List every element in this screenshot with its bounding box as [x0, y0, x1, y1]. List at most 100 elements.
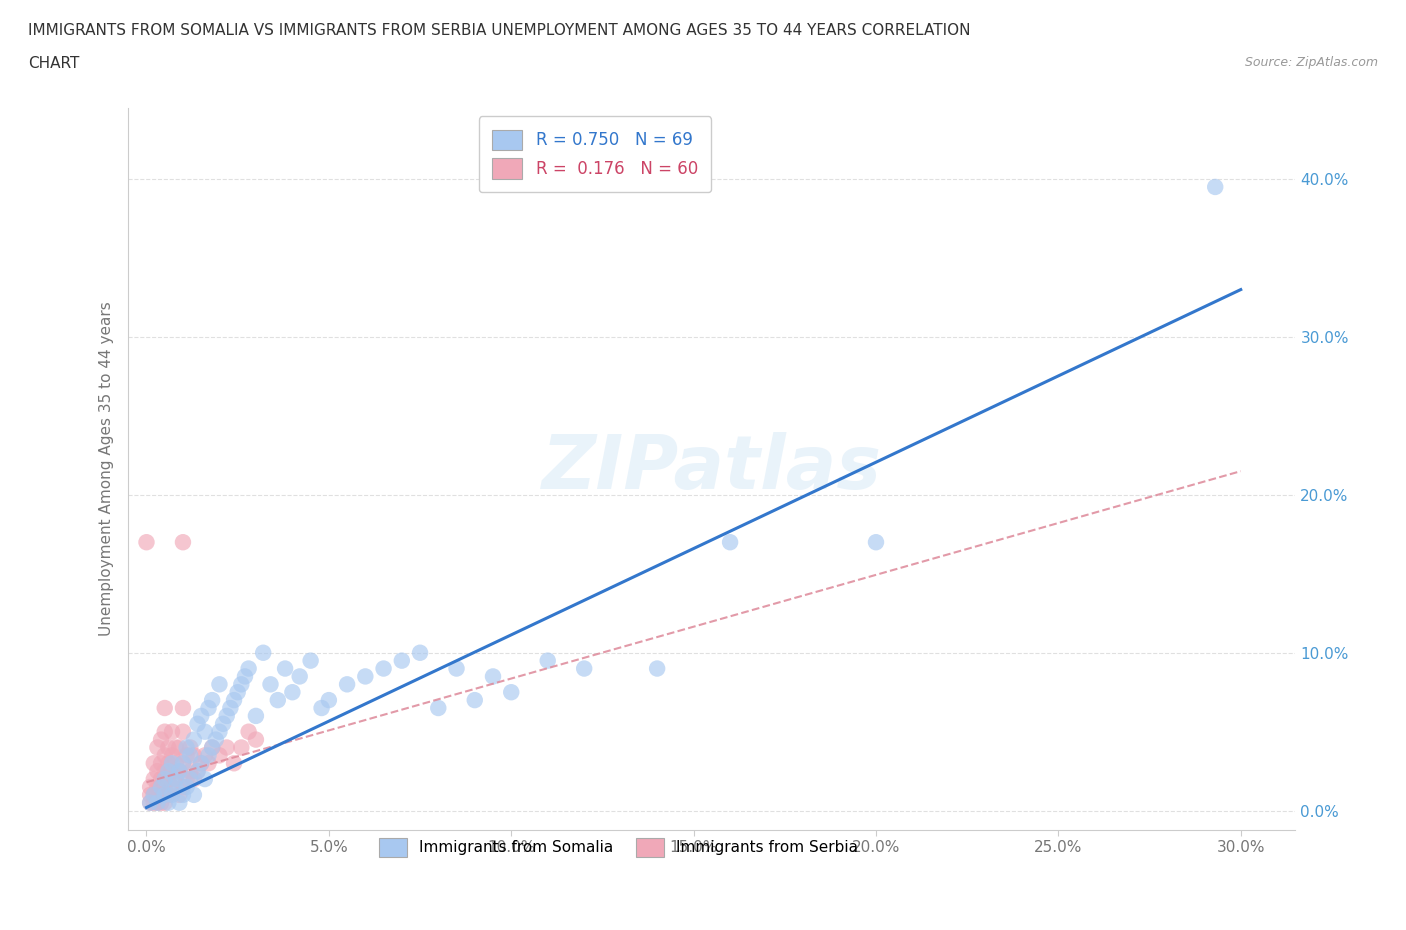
Text: CHART: CHART [28, 56, 80, 71]
Point [150, 788, 173, 803]
Point [142, 772, 165, 787]
Point [299, 653, 322, 668]
Point [160, 764, 183, 778]
Point [157, 788, 180, 803]
Point [172, 700, 194, 715]
Point [176, 772, 198, 787]
Point [245, 709, 267, 724]
Point [157, 795, 180, 810]
Point [311, 700, 333, 715]
Point [146, 795, 169, 810]
Point [179, 748, 201, 763]
Point [139, 795, 162, 810]
Point [160, 724, 183, 739]
Point [336, 677, 359, 692]
Point [146, 795, 169, 810]
Point [165, 772, 187, 787]
Point [153, 764, 176, 778]
Point [150, 772, 173, 787]
Point [572, 661, 595, 676]
Point [183, 732, 205, 747]
Point [274, 661, 297, 676]
Point [183, 748, 205, 763]
Point [142, 788, 165, 803]
Point [165, 772, 187, 787]
Point [153, 748, 176, 763]
Point [172, 724, 194, 739]
Point [142, 788, 165, 803]
Point [231, 740, 253, 755]
Point [226, 684, 249, 699]
Point [190, 756, 212, 771]
Point [157, 740, 180, 755]
Point [160, 756, 183, 771]
Point [208, 748, 231, 763]
Point [165, 779, 187, 794]
Point [215, 709, 238, 724]
Point [165, 756, 187, 771]
Point [169, 740, 191, 755]
Point [222, 756, 245, 771]
Point [179, 772, 201, 787]
Point [139, 795, 162, 810]
Point [150, 756, 173, 771]
Point [150, 795, 173, 810]
Point [409, 645, 432, 660]
Point [176, 740, 198, 755]
Text: ZIPatlas: ZIPatlas [541, 432, 882, 505]
Point [222, 693, 245, 708]
Point [245, 732, 267, 747]
Point [201, 740, 224, 755]
Point [197, 700, 219, 715]
Point [464, 693, 486, 708]
Point [231, 677, 253, 692]
Point [194, 772, 217, 787]
Point [153, 788, 176, 803]
Point [157, 772, 180, 787]
Point [135, 535, 157, 550]
Point [157, 764, 180, 778]
Text: Source: ZipAtlas.com: Source: ZipAtlas.com [1244, 56, 1378, 69]
Point [169, 764, 191, 778]
Point [179, 740, 201, 755]
Point [172, 535, 194, 550]
Point [219, 700, 242, 715]
Point [318, 693, 340, 708]
Point [718, 535, 741, 550]
Point [153, 779, 176, 794]
Point [172, 756, 194, 771]
Point [169, 764, 191, 778]
Point [150, 779, 173, 794]
Point [153, 724, 176, 739]
Point [482, 669, 505, 684]
Point [190, 756, 212, 771]
Point [139, 779, 162, 794]
Point [267, 693, 290, 708]
Point [212, 716, 235, 731]
Point [150, 732, 173, 747]
Point [197, 748, 219, 763]
Point [252, 645, 274, 660]
Point [165, 740, 187, 755]
Point [204, 732, 226, 747]
Point [288, 669, 311, 684]
Point [172, 779, 194, 794]
Legend: Immigrants from Somalia, Immigrants from Serbia: Immigrants from Somalia, Immigrants from… [367, 826, 870, 869]
Point [176, 748, 198, 763]
Point [142, 756, 165, 771]
Point [373, 661, 395, 676]
Point [169, 795, 191, 810]
Point [160, 779, 183, 794]
Point [233, 669, 256, 684]
Point [139, 788, 162, 803]
Point [187, 764, 209, 778]
Point [391, 653, 413, 668]
Point [208, 677, 231, 692]
Point [201, 693, 224, 708]
Point [194, 748, 217, 763]
Point [160, 788, 183, 803]
Point [153, 795, 176, 810]
Point [201, 740, 224, 755]
Point [446, 661, 468, 676]
Point [146, 779, 169, 794]
